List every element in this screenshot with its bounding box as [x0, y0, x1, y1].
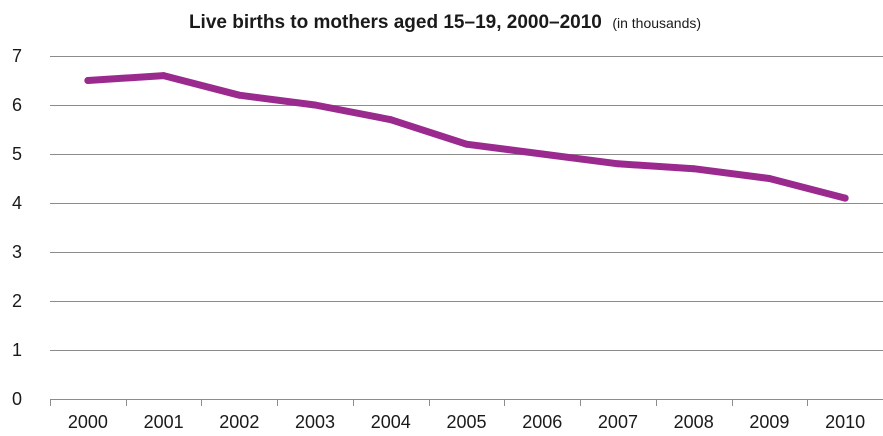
x-axis — [50, 399, 883, 406]
data-point-2009 — [765, 175, 773, 182]
gridlines — [50, 56, 883, 351]
x-axis-tick-labels: 2000 2001 2002 2003 2004 2005 2006 2007 2008 2009… — [68, 412, 865, 432]
y-tick-label-0: 0 — [12, 389, 22, 409]
chart-title: Live births to mothers aged 15–19, 2000–… — [189, 12, 701, 33]
y-tick-label-2: 2 — [12, 291, 22, 311]
y-tick-label-4: 4 — [12, 193, 22, 213]
x-tick-label-2002: 2002 — [219, 412, 259, 432]
y-tick-label-1: 1 — [12, 340, 22, 360]
data-point-2005 — [463, 140, 470, 148]
series-lines — [84, 72, 849, 202]
data-point-2000 — [84, 77, 92, 84]
data-point-2004 — [387, 116, 395, 124]
x-tick-label-2001: 2001 — [144, 412, 184, 432]
data-point-2003 — [311, 101, 319, 109]
data-point-2007 — [614, 160, 622, 168]
data-point-2001 — [160, 72, 168, 80]
y-tick-label-5: 5 — [12, 144, 22, 164]
data-point-2002 — [235, 91, 243, 99]
x-tick-label-2003: 2003 — [295, 412, 335, 432]
x-tick-label-2004: 2004 — [371, 412, 411, 432]
chart-title-main: Live births to mothers aged 15–19, 2000–… — [189, 12, 602, 33]
x-tick-label-2008: 2008 — [674, 412, 714, 432]
y-axis-tick-labels: 0 1 2 3 4 5 6 7 — [12, 46, 22, 409]
chart-title-units: (in thousands) — [612, 15, 701, 31]
data-point-2006 — [538, 150, 546, 158]
x-tick-label-2005: 2005 — [446, 412, 486, 432]
data-point-2010 — [841, 194, 849, 202]
x-tick-label-2007: 2007 — [598, 412, 638, 432]
x-tick-label-2000: 2000 — [68, 412, 108, 432]
x-tick-label-2006: 2006 — [522, 412, 562, 432]
y-tick-label-3: 3 — [12, 242, 22, 262]
y-tick-label-7: 7 — [12, 46, 22, 66]
y-tick-label-6: 6 — [12, 95, 22, 115]
x-tick-label-2009: 2009 — [749, 412, 789, 432]
x-tick-label-2010: 2010 — [825, 412, 865, 432]
data-point-2008 — [690, 165, 698, 173]
series-line-0 — [84, 72, 849, 202]
